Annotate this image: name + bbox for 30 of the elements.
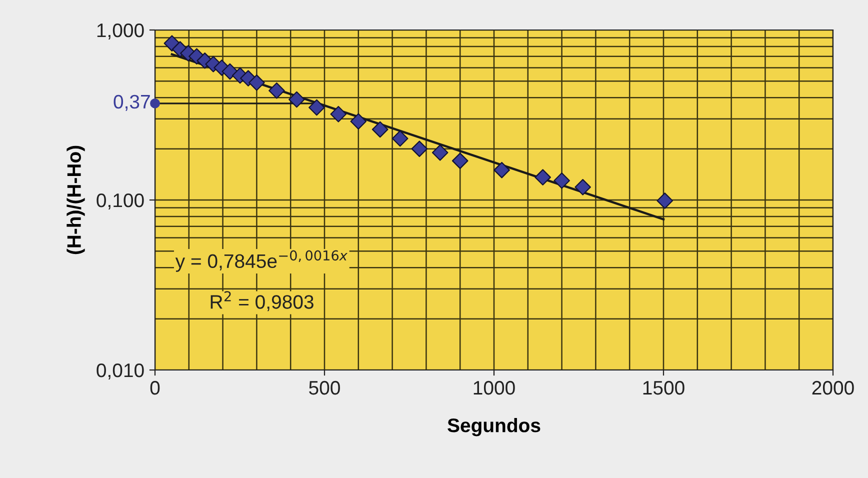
point (534, 169, 551, 186)
annotation: R$^{2}$ = 0,9803 (210, 291, 314, 312)
x-tick-label: 1500 (643, 380, 684, 395)
x-tick-label: 0 (150, 380, 160, 395)
point (248, 74, 265, 91)
x-tick-label: 1000 (474, 380, 515, 395)
point (350, 113, 367, 130)
point (308, 99, 325, 116)
point (554, 172, 570, 189)
x-axis-title: Segundos (448, 418, 540, 436)
point (372, 121, 388, 138)
point (574, 178, 591, 196)
point (330, 106, 347, 122)
y-tick-label: 1,000 (97, 23, 144, 40)
point (288, 91, 305, 108)
point (268, 82, 285, 99)
point (411, 140, 428, 157)
y-axis-title: (H-h)/(H-Ho) (66, 146, 85, 254)
point (432, 144, 448, 161)
data-label: 0,37 (114, 94, 150, 111)
point (452, 152, 468, 169)
x-tick-label: 2000 (812, 380, 854, 395)
annotation: y = 0,7845e$^{−0,0016x}$ (175, 250, 348, 272)
point (494, 162, 510, 178)
point (656, 192, 674, 209)
point (150, 98, 160, 108)
y-tick-label: 0,100 (96, 193, 144, 210)
y-tick-label: 0,010 (96, 363, 144, 380)
x-tick-label: 500 (309, 380, 340, 395)
point (392, 130, 408, 147)
